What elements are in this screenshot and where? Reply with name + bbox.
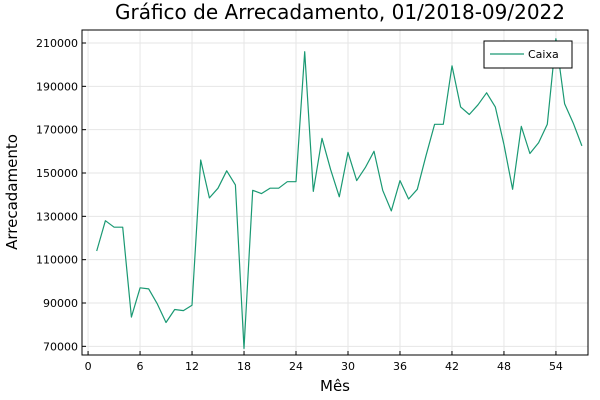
x-axis-label: Mês [320,377,350,395]
data-point [173,308,176,311]
data-point [381,189,384,192]
data-point [139,286,142,289]
data-point [355,179,358,182]
data-point [416,188,419,191]
data-point [399,179,402,182]
legend-label-caixa: Caixa [528,48,559,61]
data-point [425,154,428,157]
data-point [580,144,583,147]
data-point [563,102,566,105]
data-point [104,219,107,222]
x-tick-label: 42 [445,360,459,373]
data-point [468,113,471,116]
data-point [433,123,436,126]
data-point [130,316,133,319]
data-point [494,105,497,108]
x-tick-label: 48 [497,360,511,373]
data-point [225,169,228,172]
y-axis-label: Arrecadamento [3,134,21,250]
data-point [191,304,194,307]
data-point [234,183,237,186]
data-point [295,180,298,183]
y-tick-label: 110000 [36,254,78,267]
y-tick-label: 150000 [36,167,78,180]
x-tick-label: 12 [185,360,199,373]
data-point [243,347,246,350]
grid [82,30,588,355]
y-tick-label: 90000 [43,297,78,310]
x-tick-label: 0 [85,360,92,373]
data-point [459,105,462,108]
data-point [338,195,341,198]
series-layer [95,37,583,350]
data-point [165,321,168,324]
data-point [554,37,557,40]
data-point [477,103,480,106]
data-point [277,187,280,190]
data-point [451,64,454,67]
x-tick-label: 36 [393,360,407,373]
series-line-caixa [96,38,583,350]
data-point [537,141,540,144]
data-point [312,190,315,193]
data-point [485,91,488,94]
x-tick-label: 30 [341,360,355,373]
y-tick-label: 190000 [36,80,78,93]
y-tick-label: 170000 [36,124,78,137]
data-point [156,303,159,306]
legend: Caixa [483,40,573,69]
data-point [347,151,350,154]
data-point [407,198,410,201]
y-tick-label: 210000 [36,37,78,50]
data-point [147,287,150,290]
data-point [286,180,289,183]
data-point [217,187,220,190]
data-point [528,152,531,155]
data-point [520,125,523,128]
data-point [321,137,324,140]
data-point [546,123,549,126]
data-point [251,189,254,192]
data-point [373,150,376,153]
y-tick-label: 130000 [36,210,78,223]
x-tick-label: 6 [137,360,144,373]
data-point [303,50,306,53]
x-tick-label: 18 [237,360,251,373]
x-tick-label: 54 [549,360,563,373]
y-tick-label: 70000 [43,340,78,353]
data-point [199,159,202,162]
data-point [260,192,263,195]
chart-title: Gráfico de Arrecadamento, 01/2018-09/202… [115,0,565,24]
axis-ticks: 0 6 12 18 24 30 36 42 48 54 70000 90000 110000 130000… [36,37,563,373]
data-point [442,123,445,126]
data-point [95,250,98,253]
data-point [503,143,506,146]
plot-frame [81,29,589,356]
data-point [208,196,211,199]
data-point [511,188,514,191]
data-point [390,209,393,212]
x-tick-label: 24 [289,360,303,373]
data-point [572,122,575,125]
data-point [121,226,124,229]
data-point [364,166,367,169]
data-point [182,309,185,312]
data-point [329,168,332,171]
data-point [113,226,116,229]
data-point [269,187,272,190]
